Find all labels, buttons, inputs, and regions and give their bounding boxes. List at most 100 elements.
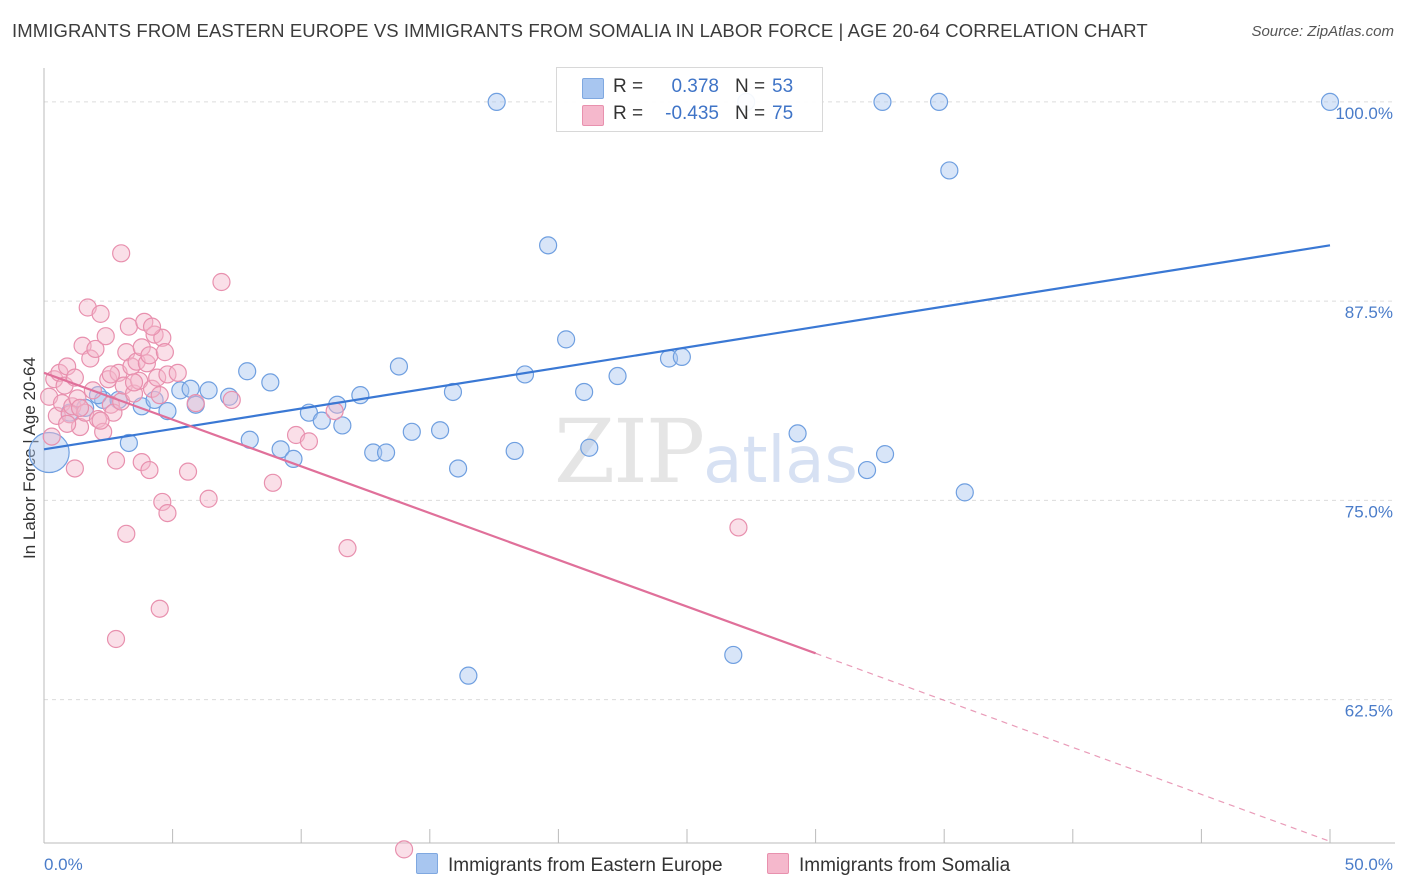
- bottom-legend-label-somalia: Immigrants from Somalia: [799, 855, 1011, 876]
- y-tick-label: 87.5%: [1345, 303, 1393, 322]
- eastern-europe-point: [857, 460, 877, 480]
- x-tick-label: 50.0%: [1345, 855, 1393, 874]
- eastern-europe-point: [940, 161, 959, 180]
- somalia-point: [117, 524, 136, 543]
- bottom-legend-eastern-europe: Immigrants from Eastern Europe: [416, 853, 723, 877]
- correlation-legend: R = 0.378 N = 53 R = -0.435 N = 75: [556, 67, 823, 132]
- y-tick-label: 75.0%: [1345, 502, 1393, 521]
- eastern-europe-point: [875, 445, 895, 464]
- eastern-europe-point: [788, 424, 807, 443]
- somalia-point: [112, 244, 131, 263]
- somalia-point: [729, 518, 748, 537]
- eastern-europe-point: [580, 438, 599, 457]
- eastern-europe-point: [487, 92, 506, 112]
- eastern-europe-point: [199, 381, 218, 400]
- legend-n-value: 75: [772, 103, 794, 124]
- eastern-europe-point: [575, 382, 594, 402]
- eastern-europe-point: [261, 373, 280, 392]
- eastern-europe-trendline: [43, 244, 1331, 451]
- legend-r-label: R =: [613, 76, 644, 97]
- legend-r-value: -0.435: [665, 103, 719, 124]
- eastern-europe-point: [312, 411, 331, 430]
- eastern-europe-point: [929, 92, 949, 112]
- somalia-point: [99, 370, 118, 389]
- bottom-legend-label-eastern-europe: Immigrants from Eastern Europe: [448, 855, 723, 876]
- eastern-europe-point: [28, 431, 70, 474]
- eastern-europe-point: [955, 483, 974, 502]
- somalia-point: [150, 599, 169, 618]
- eastern-europe-point: [459, 666, 478, 685]
- somalia-point: [148, 368, 167, 387]
- somalia-point: [186, 394, 205, 413]
- somalia-trendline-extension: [815, 652, 1331, 842]
- eastern-europe-point: [364, 443, 383, 462]
- eastern-europe-point: [333, 416, 352, 435]
- somalia-point: [222, 390, 241, 410]
- eastern-europe-point: [389, 357, 409, 376]
- eastern-europe-point: [376, 443, 396, 462]
- y-tick-label: 100.0%: [1335, 104, 1393, 123]
- somalia-point: [263, 473, 283, 492]
- somalia-point: [153, 492, 172, 512]
- eastern-europe-point: [238, 362, 257, 381]
- somalia-point: [119, 317, 138, 336]
- eastern-europe-point: [448, 459, 468, 478]
- chart-title: IMMIGRANTS FROM EASTERN EUROPE VS IMMIGR…: [12, 20, 1148, 41]
- legend-r-label: R =: [613, 103, 644, 124]
- somalia-point: [178, 462, 198, 481]
- somalia-point: [86, 339, 105, 359]
- watermark: ZIPatlas: [554, 400, 858, 503]
- somalia-point: [91, 304, 110, 323]
- somalia-point: [299, 432, 319, 451]
- eastern-europe-point: [402, 422, 421, 441]
- eastern-europe-point: [724, 645, 743, 665]
- somalia-point: [158, 503, 177, 523]
- eastern-europe-point: [873, 92, 892, 112]
- eastern-europe-point: [119, 433, 138, 453]
- somalia-point: [42, 427, 61, 446]
- legend-n-value: 53: [772, 76, 794, 97]
- watermark-atlas: atlas: [703, 424, 858, 498]
- bottom-legend-swatch-eastern-europe: [416, 853, 438, 874]
- bottom-legend-somalia: Immigrants from Somalia: [767, 853, 1010, 877]
- eastern-europe-point: [672, 347, 691, 367]
- somalia-point: [91, 411, 110, 430]
- somalia-trendline: [43, 371, 816, 655]
- somalia-point: [153, 328, 172, 347]
- somalia-point: [140, 460, 159, 480]
- somalia-point: [155, 343, 174, 362]
- legend-n-label: N =: [735, 76, 766, 97]
- eastern-europe-point: [539, 236, 558, 255]
- eastern-europe-point: [557, 330, 576, 349]
- somalia-point: [81, 349, 100, 368]
- somalia-point: [58, 414, 77, 433]
- somalia-point: [106, 629, 126, 649]
- somalia-point: [101, 365, 120, 384]
- somalia-point: [199, 489, 218, 508]
- y-tick-label: 62.5%: [1345, 702, 1393, 721]
- legend-swatch-eastern-europe: [582, 78, 604, 99]
- watermark-zip: ZIP: [554, 400, 705, 503]
- somalia-point: [124, 373, 144, 392]
- legend-r-value: 0.378: [671, 76, 719, 97]
- somalia-point: [70, 398, 90, 418]
- bottom-legend-swatch-somalia: [767, 853, 789, 874]
- source-credit: Source: ZipAtlas.com: [1251, 23, 1394, 40]
- somalia-point: [142, 317, 162, 336]
- somalia-point: [65, 459, 84, 478]
- somalia-point: [168, 363, 187, 382]
- legend-n-label: N =: [735, 103, 766, 124]
- x-tick-label: 0.0%: [44, 855, 83, 874]
- eastern-europe-point: [430, 421, 450, 440]
- legend-swatch-somalia: [582, 105, 604, 126]
- eastern-europe-point: [220, 387, 239, 406]
- eastern-europe-point: [1320, 92, 1340, 112]
- somalia-point: [212, 272, 231, 292]
- somalia-point: [150, 386, 169, 405]
- somalia-point: [106, 451, 126, 470]
- eastern-europe-point: [505, 441, 524, 461]
- somalia-point: [394, 840, 414, 859]
- eastern-europe-point: [181, 379, 200, 398]
- somalia-point: [338, 539, 357, 558]
